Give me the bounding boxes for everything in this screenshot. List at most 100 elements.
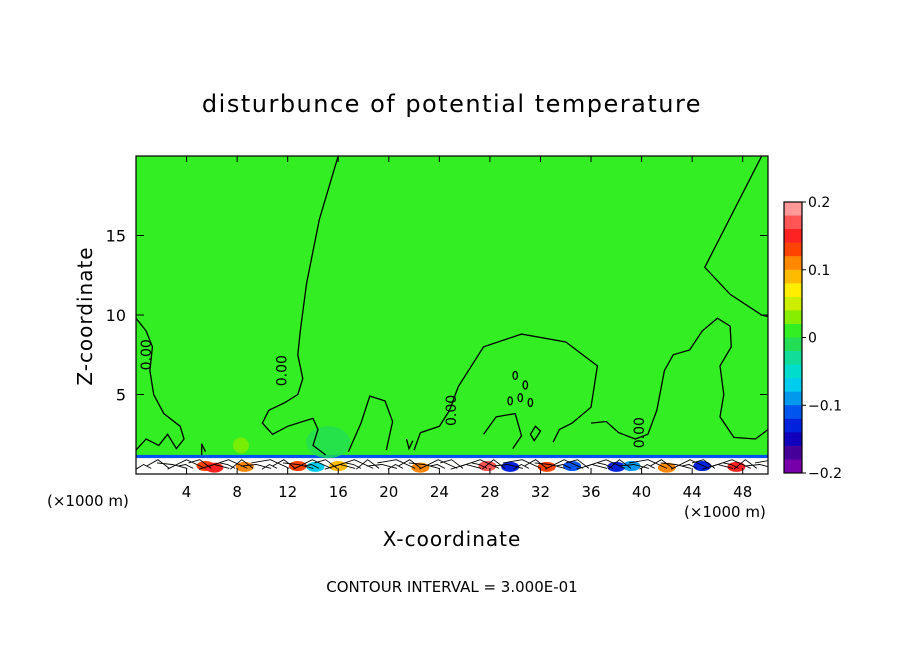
surface-contour-squiggle <box>555 464 572 469</box>
colorbar-tick-label: 0.2 <box>808 195 830 211</box>
surface-contour-squiggle <box>660 462 692 469</box>
colorbar-segment <box>784 229 802 244</box>
colorbar-tick-label: 0.1 <box>808 263 830 279</box>
zero-contour-line <box>261 156 339 456</box>
contour-label: 0.00 <box>274 355 290 386</box>
x-tick-label: 36 <box>581 483 600 501</box>
x-tick-label: 8 <box>232 483 242 501</box>
colorbar-segment <box>784 391 802 406</box>
surface-contour-squiggle <box>156 462 188 469</box>
contour-label: 0.00 <box>139 339 155 370</box>
colorbar-segment <box>784 418 802 433</box>
contour-interval-note: CONTOUR INTERVAL = 3.000E-01 <box>326 578 577 596</box>
colorbar-segment <box>784 256 802 271</box>
contour-lines <box>136 156 768 456</box>
zero-contour-line <box>529 425 542 442</box>
closed-contour <box>527 397 534 408</box>
surface-contour-squiggle <box>335 459 374 469</box>
colorbar-tick-label: −0.1 <box>808 398 842 414</box>
warm-anomaly-patch <box>232 437 249 454</box>
surface-contour-squiggle <box>251 459 290 469</box>
cool-anomaly-patch <box>306 426 351 459</box>
closed-contour <box>507 396 513 406</box>
surface-contour-squiggle <box>303 464 320 469</box>
y-axis-ticks: 5 10 15 <box>106 227 768 405</box>
x-unit-right: (×1000 m) <box>684 503 766 521</box>
colorbar <box>784 202 802 474</box>
surface-contour-squiggle <box>177 464 194 469</box>
y-tick-label: 5 <box>116 386 126 405</box>
colorbar-tick-label: −0.2 <box>808 466 842 482</box>
colorbar-segment <box>784 405 802 420</box>
colorbar-ticks: 0.2 0.1 0 −0.1 −0.2 <box>802 195 842 482</box>
surface-contour-squiggle <box>293 459 332 470</box>
surface-contour-squiggle <box>387 463 404 470</box>
surface-contour-squiggle <box>188 459 212 469</box>
surface-contour-squiggle <box>681 464 697 469</box>
contour-label-group: 0.00 0.00 0.00 0.00 <box>139 339 648 448</box>
surface-contour-squiggle <box>440 459 464 469</box>
surface-contour-squiggle <box>261 463 278 470</box>
x-tick-label: 28 <box>480 483 499 501</box>
x-unit-left: (×1000 m) <box>47 492 129 510</box>
zero-contour-line <box>136 317 185 451</box>
colorbar-segment <box>784 445 802 460</box>
plot-area <box>136 156 768 474</box>
surface-contour-squiggle <box>670 459 710 470</box>
surface-contour-squiggle <box>586 459 626 469</box>
surface-contour-squiggle <box>136 463 152 470</box>
surface-anomaly-patch <box>622 461 641 472</box>
surface-contour-squiggle <box>461 459 500 469</box>
colorbar-segment <box>784 351 802 366</box>
surface-contour-squiggle <box>209 459 248 469</box>
surface-contour-squiggle <box>691 459 716 469</box>
y-axis-label: Z-coordinate <box>73 246 97 385</box>
surface-band-top-edge <box>136 454 768 459</box>
zero-contour-line <box>405 438 414 451</box>
chart-title: disturbunce of potential temperature <box>202 90 702 118</box>
y-tick-label: 10 <box>106 306 126 325</box>
x-tick-label: 20 <box>379 483 398 501</box>
surface-contour-squiggle <box>618 464 650 469</box>
x-tick-label: 24 <box>430 483 449 501</box>
surface-contour-squiggle <box>565 459 590 469</box>
colorbar-segment <box>784 310 802 325</box>
colorbar-segment <box>784 215 802 230</box>
zero-contour-line <box>590 317 768 440</box>
surface-contour-squiggle <box>408 462 440 469</box>
plot-background <box>136 156 768 474</box>
x-tick-label: 12 <box>278 483 297 501</box>
surface-anomaly-patch <box>657 462 676 473</box>
colorbar-segment <box>784 242 802 257</box>
closed-contour <box>522 380 529 390</box>
surface-contour-squiggle <box>649 459 674 469</box>
surface-contour-squiggle <box>167 459 206 470</box>
surface-contour-squiggle <box>503 459 542 469</box>
zero-contour-line <box>704 156 768 318</box>
surface-contour-squiggle <box>534 462 566 469</box>
colorbar-segment <box>784 323 802 338</box>
colorbar-segment <box>784 364 802 379</box>
closed-contour <box>517 393 524 403</box>
x-tick-label: 16 <box>329 483 348 501</box>
x-tick-label: 44 <box>683 483 702 501</box>
x-tick-label: 40 <box>632 483 651 501</box>
colorbar-segment <box>784 378 802 393</box>
surface-contour-squiggle <box>146 459 170 469</box>
zero-contour-line <box>483 412 523 449</box>
colorbar-segment <box>784 269 802 284</box>
surface-contour-squiggle <box>240 464 272 469</box>
surface-anomaly-patch <box>563 461 582 472</box>
surface-anomaly-patch <box>205 462 224 473</box>
x-tick-label: 32 <box>531 483 550 501</box>
zero-contour-line <box>201 443 207 455</box>
surface-contour-squiggle <box>314 459 338 469</box>
surface-contour-squiggle <box>629 459 668 469</box>
x-axis-ticks: 4 8 12 16 20 24 28 32 36 40 44 48 <box>182 156 752 501</box>
colorbar-segment <box>784 283 802 298</box>
surface-contour-squiggle <box>513 463 530 470</box>
surface-anomaly-patch <box>607 461 626 472</box>
surface-contour-squiggle <box>523 459 548 469</box>
colorbar-segment <box>784 459 802 474</box>
